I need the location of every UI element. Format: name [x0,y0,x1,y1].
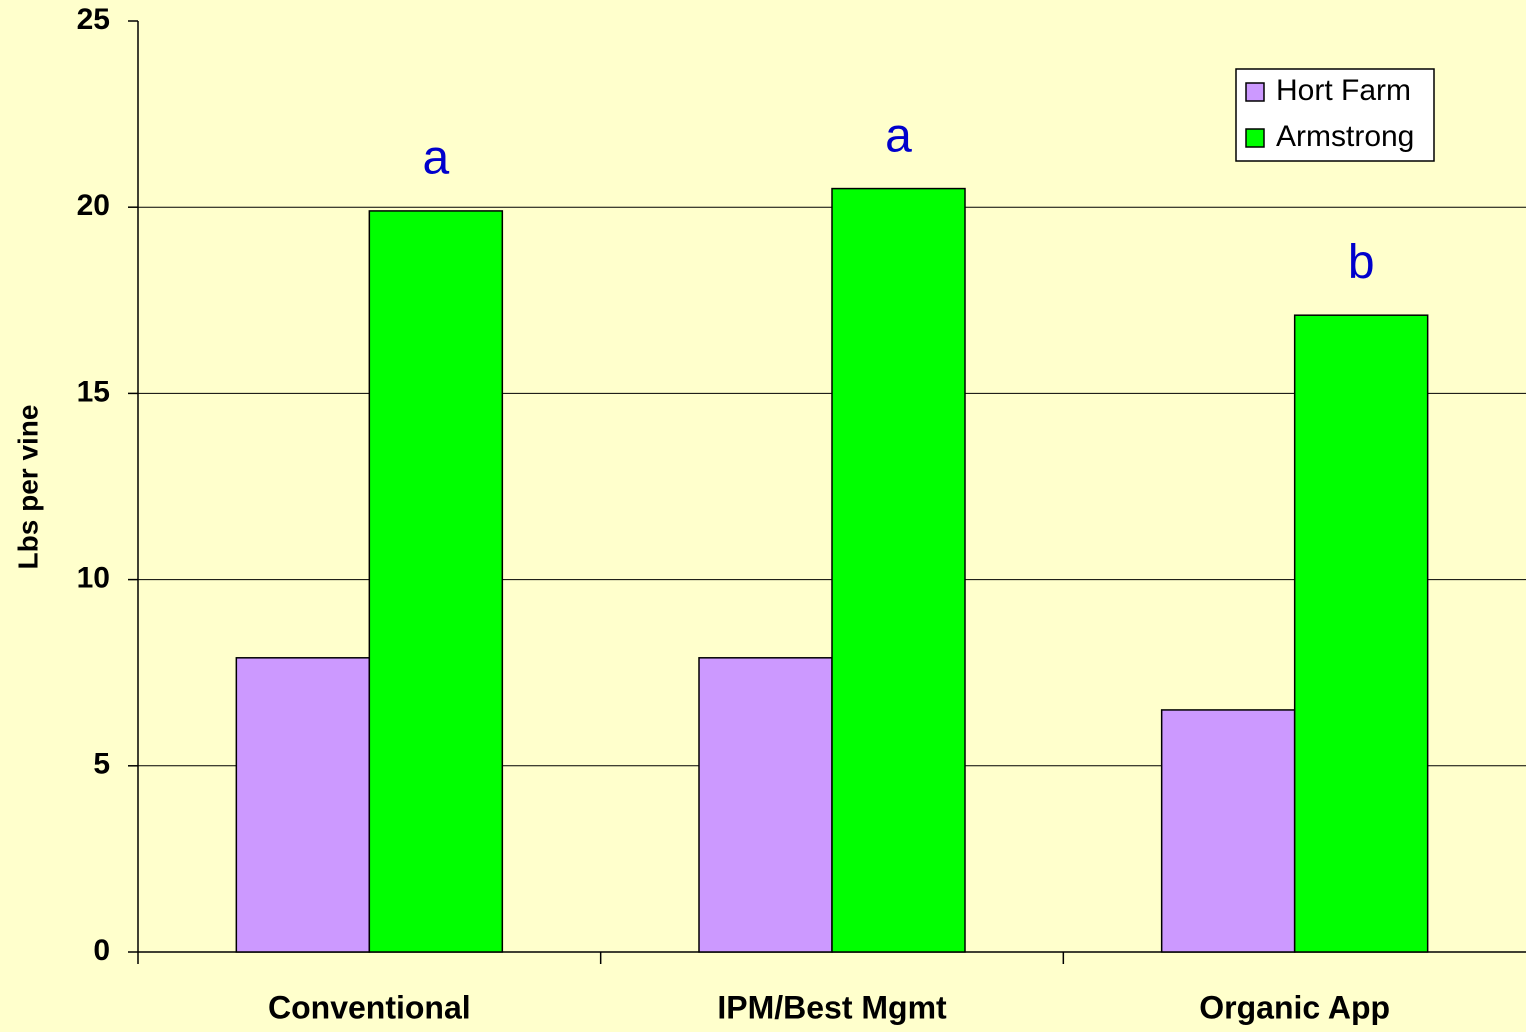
bar [831,187,966,953]
y-tick-label: 5 [93,748,110,781]
y-tick-label: 10 [77,562,110,595]
y-tick-label: 25 [77,3,110,36]
legend-label: Hort Farm [1276,74,1411,107]
bar [235,657,371,953]
bar [368,210,504,953]
x-tick-label: IPM/Best Mgmt [717,989,947,1025]
y-tick-label: 0 [93,934,110,967]
y-tick-label: 20 [77,189,110,222]
annotation: b [1348,236,1375,289]
x-tick-label: Conventional [268,989,471,1025]
legend-label: Armstrong [1276,120,1414,153]
bar [1160,709,1296,953]
legend-swatch [1245,82,1265,102]
y-tick-label: 15 [77,375,110,408]
legend-box [1235,68,1435,162]
annotation: a [422,132,449,185]
y-axis-label: Lbs per vine [12,405,43,570]
bar [1293,314,1429,953]
legend-swatch [1245,128,1265,148]
x-tick-label: Organic App [1199,989,1390,1025]
bar [698,657,833,953]
annotation: a [885,109,912,162]
